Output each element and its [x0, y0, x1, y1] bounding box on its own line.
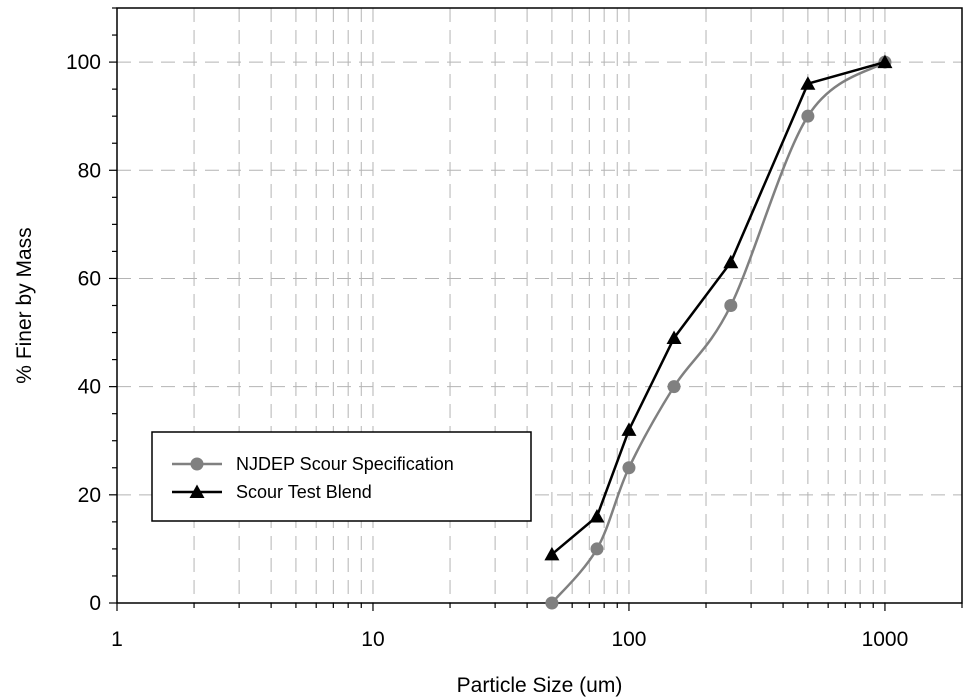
y-axis-title: % Finer by Mass: [13, 227, 36, 383]
data-point: [877, 54, 893, 69]
x-tick-label: 10: [361, 628, 384, 651]
axis-tick-labels: 1 10 100 1000 0 20 40 60 80 100: [66, 51, 908, 651]
data-point: [544, 546, 560, 561]
legend-label: NJDEP Scour Specification: [236, 454, 454, 474]
legend-label: Scour Test Blend: [236, 482, 372, 502]
x-tick-label: 1: [111, 628, 123, 651]
legend: NJDEP Scour Specification Scour Test Blen…: [151, 431, 532, 522]
data-point: [621, 422, 637, 436]
data-point: [545, 596, 559, 610]
legend-box: [151, 431, 532, 522]
y-tick-label: 100: [66, 51, 101, 74]
legend-swatch-marker: [189, 484, 205, 498]
series-line: [551, 60, 886, 556]
data-point: [723, 254, 739, 269]
data-point: [800, 76, 816, 90]
axis-ticks: [109, 7, 963, 611]
x-tick-label: 100: [611, 628, 646, 651]
data-point: [724, 299, 738, 312]
y-tick-label: 40: [78, 376, 101, 399]
data-point: [622, 461, 636, 475]
data-point: [667, 380, 681, 394]
y-tick-label: 80: [78, 159, 101, 182]
data-point: [801, 109, 815, 123]
data-point: [590, 542, 604, 556]
series-2: [544, 54, 893, 561]
data-point: [589, 508, 605, 523]
x-tick-label: 1000: [862, 628, 909, 651]
y-tick-label: 0: [89, 592, 101, 615]
y-tick-label: 20: [78, 484, 101, 507]
series-1: [545, 55, 892, 610]
legend-swatch-marker: [190, 457, 204, 471]
y-tick-label: 60: [78, 267, 101, 290]
x-axis-title: Particle Size (um): [457, 674, 623, 697]
grid-lines: [117, 8, 963, 603]
data-point: [666, 330, 682, 344]
data-series: [544, 54, 893, 610]
